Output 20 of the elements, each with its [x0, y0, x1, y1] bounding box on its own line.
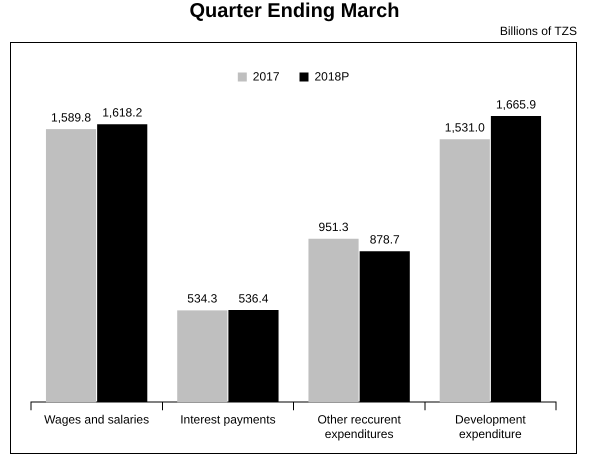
- bar: [177, 310, 228, 402]
- x-tick-label: Other reccurent expenditures: [317, 412, 402, 442]
- x-tick-label: Wages and salaries: [44, 412, 150, 427]
- data-label: 1,589.8: [51, 110, 92, 124]
- data-label: 1,665.9: [496, 97, 536, 112]
- data-label: 536.4: [238, 291, 269, 306]
- data-label: 1,618.2: [102, 106, 143, 120]
- legend-label: 2017: [252, 69, 280, 84]
- x-tick-label: Interest payments: [180, 412, 276, 427]
- text: Billions of TZS: [500, 24, 577, 38]
- data-label: 534.3: [187, 292, 218, 306]
- data-label: 878.7: [370, 232, 400, 247]
- chart-title: Quarter Ending March: [188, 0, 401, 22]
- bar: [308, 238, 359, 402]
- bar: [440, 139, 490, 402]
- data-label: 951.3: [318, 220, 349, 234]
- legend-label: 2018P: [314, 69, 350, 84]
- data-label: 1,531.0: [444, 120, 486, 135]
- x-tick-label: Development expenditure: [455, 412, 526, 442]
- bar: [46, 129, 96, 402]
